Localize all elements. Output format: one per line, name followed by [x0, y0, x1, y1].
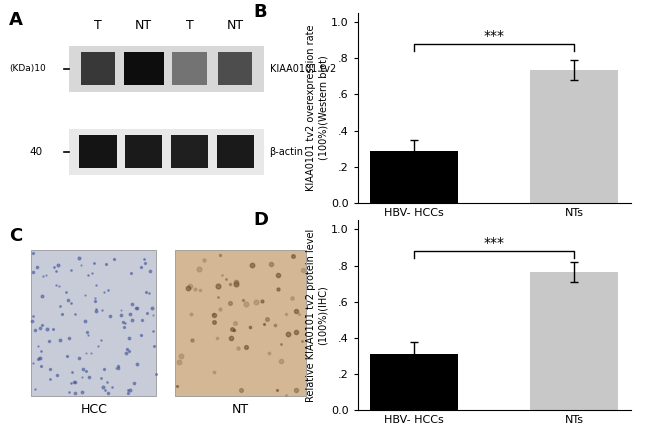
- Text: T: T: [186, 19, 194, 32]
- Bar: [125, 135, 162, 168]
- Text: NT: NT: [227, 19, 244, 32]
- Bar: [81, 52, 115, 86]
- Text: NT: NT: [232, 403, 249, 416]
- Text: HCC: HCC: [81, 403, 107, 416]
- Bar: [79, 135, 116, 168]
- Bar: [370, 152, 458, 203]
- Bar: [70, 46, 264, 92]
- Text: D: D: [254, 211, 268, 229]
- Y-axis label: Relative KIAA0101 tv2 protein level
(100%)(IHC): Relative KIAA0101 tv2 protein level (100…: [306, 229, 328, 402]
- Text: β-actin: β-actin: [270, 147, 304, 157]
- Text: C: C: [10, 226, 23, 245]
- Y-axis label: KIAA0101 tv2 overexpression rate
(100%)(Western blot): KIAA0101 tv2 overexpression rate (100%)(…: [306, 25, 328, 191]
- Bar: [530, 272, 618, 410]
- Text: B: B: [254, 3, 267, 22]
- Text: 40: 40: [29, 147, 42, 157]
- Bar: [370, 354, 458, 410]
- Bar: [530, 70, 618, 203]
- Bar: [172, 52, 207, 86]
- Bar: [171, 135, 208, 168]
- Text: ***: ***: [484, 236, 504, 250]
- Bar: [31, 250, 156, 396]
- Text: T: T: [94, 19, 102, 32]
- Text: A: A: [9, 11, 23, 29]
- Text: ***: ***: [484, 29, 504, 43]
- Bar: [216, 135, 254, 168]
- Text: NT: NT: [135, 19, 152, 32]
- Text: (KDa)10: (KDa)10: [9, 64, 46, 73]
- Text: KIAA0101 tv2: KIAA0101 tv2: [270, 64, 336, 74]
- Bar: [218, 52, 252, 86]
- Bar: [175, 250, 306, 396]
- Bar: [70, 129, 264, 175]
- Bar: [124, 52, 164, 86]
